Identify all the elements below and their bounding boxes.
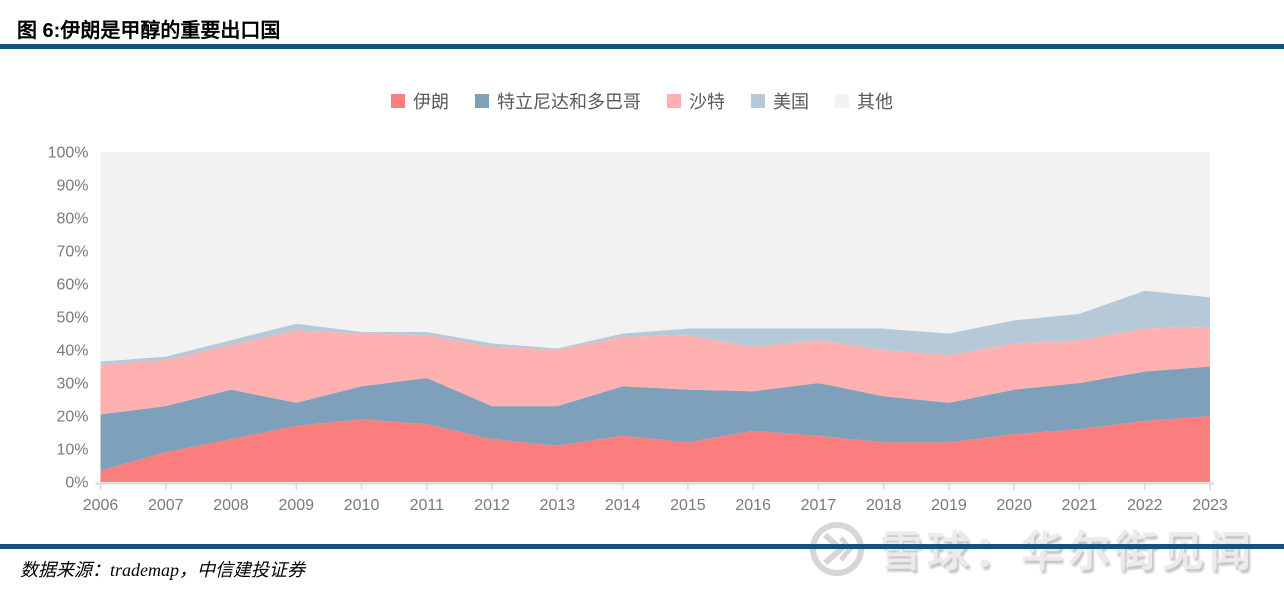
watermark-text: 雪球：华尔街见闻 — [879, 528, 1256, 575]
legend-label: 伊朗 — [413, 92, 449, 112]
legend-swatch-icon — [835, 94, 849, 108]
top-divider — [0, 44, 1284, 49]
x-axis-label: 2022 — [1127, 497, 1163, 514]
stacked-area-chart: 2006 2007 2008 2009 2010 2011 2012 2013 2014 2015… — [48, 145, 1228, 515]
x-axis-label: 2020 — [996, 497, 1032, 514]
x-axis-label: 2006 — [83, 497, 119, 514]
chart-legend: 伊朗 特立尼达和多巴哥 沙特 美国 其他 — [0, 88, 1284, 114]
legend-swatch-icon — [667, 94, 681, 108]
y-axis-label: 40% — [56, 343, 88, 360]
x-axis-label: 2009 — [278, 497, 314, 514]
x-axis-label: 2017 — [801, 497, 837, 514]
area-series-4 — [100, 152, 1210, 362]
legend-label: 美国 — [773, 92, 809, 112]
y-axis-label: 90% — [56, 178, 88, 195]
legend-label: 沙特 — [689, 92, 725, 112]
x-axis-label: 2021 — [1062, 497, 1098, 514]
legend-label: 其他 — [857, 92, 893, 112]
legend-item-2: 沙特 — [667, 88, 725, 114]
x-axis-label: 2014 — [605, 497, 641, 514]
legend-item-4: 其他 — [835, 88, 893, 114]
x-axis-label: 2011 — [410, 497, 445, 514]
figure-title: 图 6:伊朗是甲醇的重要出口国 — [17, 20, 281, 42]
y-axis-label: 20% — [56, 409, 88, 426]
x-axis-label: 2016 — [735, 497, 771, 514]
legend-swatch-icon — [751, 94, 765, 108]
y-axis-label: 70% — [56, 244, 88, 261]
legend-swatch-icon — [391, 94, 405, 108]
legend-item-0: 伊朗 — [391, 88, 449, 114]
y-axis-label: 80% — [56, 211, 88, 228]
area-series-3 — [100, 290, 1210, 365]
x-axis-label: 2015 — [670, 497, 706, 514]
x-axis-label: 2023 — [1192, 497, 1228, 514]
legend-item-1: 特立尼达和多巴哥 — [475, 88, 641, 114]
x-axis-label: 2010 — [344, 497, 380, 514]
bottom-divider — [0, 544, 1284, 549]
legend-item-3: 美国 — [751, 88, 809, 114]
x-axis-label: 2019 — [931, 497, 967, 514]
area-series-1 — [100, 366, 1210, 471]
x-axis-label: 2012 — [474, 497, 510, 514]
y-axis-label: 100% — [48, 145, 89, 162]
data-source: 数据来源：trademap，中信建投证券 — [20, 560, 305, 580]
y-axis-label: 50% — [56, 310, 88, 327]
legend-swatch-icon — [475, 94, 489, 108]
x-axis-label: 2007 — [148, 497, 184, 514]
legend-label: 特立尼达和多巴哥 — [497, 92, 641, 112]
y-axis-label: 10% — [56, 442, 88, 459]
watermark: 雪球：华尔街见闻 — [809, 518, 1256, 579]
area-series-0 — [100, 416, 1210, 482]
x-axis-label: 2008 — [213, 497, 249, 514]
y-axis-label: 60% — [56, 277, 88, 294]
area-series-2 — [100, 326, 1210, 415]
x-axis-label: 2018 — [866, 497, 902, 514]
y-axis-label: 0% — [65, 475, 88, 492]
x-axis-label: 2013 — [540, 497, 576, 514]
y-axis-label: 30% — [56, 376, 88, 393]
